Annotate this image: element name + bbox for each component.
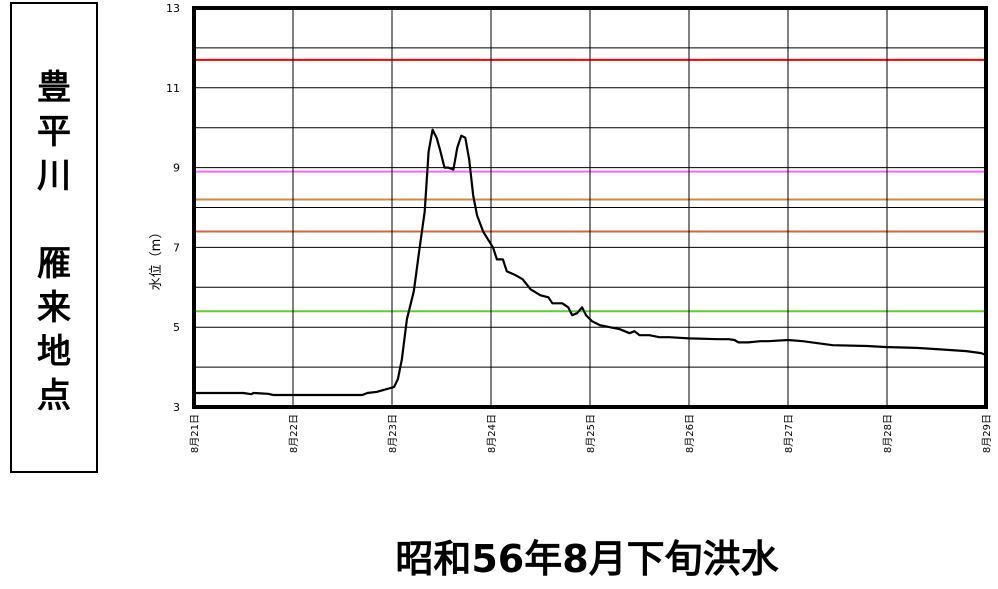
x-tick-label: 8月28日 (882, 414, 894, 453)
grid (194, 8, 986, 407)
chart-title: 昭和56年8月下旬洪水 (395, 537, 779, 581)
y-tick-label: 13 (166, 2, 180, 15)
y-tick-label: 5 (173, 321, 180, 334)
y-tick-label: 7 (173, 241, 180, 254)
y-tick-labels: 3 5 7 9 11 13 (166, 2, 180, 414)
x-tick-labels: 8月21日 8月22日 8月23日 8月24日 8月25日 8月26日 8月27日 8月28日… (189, 414, 993, 453)
x-tick-label: 8月25日 (585, 414, 597, 453)
water-level-line (194, 128, 987, 397)
y-tick-label: 3 (173, 401, 180, 414)
station-name: 豊 平 川 雁 来 地 点 (37, 68, 71, 416)
x-tick-label: 8月21日 (189, 414, 201, 453)
station-label-box: 豊 平 川 雁 来 地 点 (10, 2, 98, 473)
plot-frame (192, 6, 988, 409)
y-tick-label: 9 (173, 162, 180, 175)
x-tick-label: 8月26日 (684, 414, 696, 453)
series-layer (194, 128, 987, 397)
x-tick-label: 8月27日 (783, 414, 795, 453)
x-tick-label: 8月24日 (486, 414, 498, 453)
x-tick-label: 8月22日 (288, 414, 300, 453)
y-tick-label: 11 (166, 82, 180, 95)
x-tick-label: 8月23日 (387, 414, 399, 453)
y-axis-label: 水位（m） (149, 226, 164, 291)
x-tick-label: 8月29日 (981, 414, 993, 453)
